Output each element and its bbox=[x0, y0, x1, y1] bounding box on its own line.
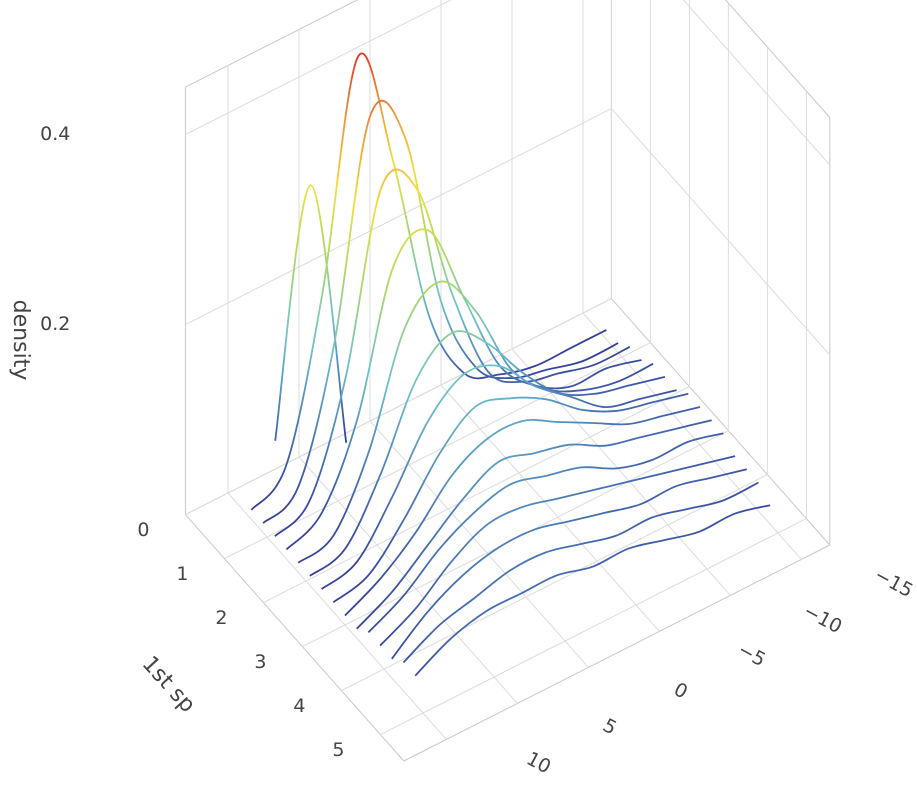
density-curve bbox=[250, 52, 607, 511]
grid-line bbox=[227, 492, 447, 740]
y-tick-label: 0 bbox=[137, 519, 149, 541]
grid-line bbox=[263, 386, 690, 604]
density-curve bbox=[274, 168, 631, 537]
grid-line bbox=[440, 384, 660, 632]
z-tick-label: 0.2 bbox=[40, 313, 70, 335]
grid-line bbox=[682, 0, 831, 166]
x-tick-label: −10 bbox=[800, 600, 846, 638]
grid-line bbox=[298, 456, 518, 704]
y-tick-label: 1 bbox=[176, 563, 188, 585]
density-curve bbox=[344, 406, 701, 617]
x-tick-label: −15 bbox=[871, 564, 917, 602]
grid-line bbox=[185, 0, 452, 136]
z-tick-label: 0.4 bbox=[40, 123, 70, 145]
density-curve bbox=[321, 364, 677, 590]
density-curve bbox=[332, 392, 689, 604]
y-tick-label: 2 bbox=[215, 607, 227, 629]
y-tick-label: 3 bbox=[254, 651, 266, 673]
floor-edge bbox=[185, 514, 405, 762]
density-curve bbox=[391, 468, 748, 660]
density-curve bbox=[367, 432, 724, 634]
x-tick-label: 5 bbox=[599, 714, 620, 739]
density-curve bbox=[356, 419, 712, 630]
x-tick-label: −5 bbox=[734, 639, 769, 672]
grid-line bbox=[611, 108, 831, 356]
grid-line bbox=[185, 108, 612, 326]
y-tick-label: 4 bbox=[293, 695, 305, 717]
grid-line bbox=[224, 342, 651, 560]
density-curve bbox=[274, 184, 348, 443]
density-curve bbox=[285, 228, 642, 551]
grid-line bbox=[369, 420, 589, 668]
floor-edge bbox=[403, 544, 831, 762]
grid-line bbox=[185, 298, 612, 516]
density-curve bbox=[402, 481, 759, 664]
y-tick-label: 5 bbox=[332, 739, 344, 761]
wall-edge bbox=[724, 0, 831, 118]
grid-line bbox=[341, 474, 768, 692]
z-axis-title: density bbox=[8, 300, 33, 381]
density-curve bbox=[414, 504, 771, 677]
x-tick-label: 0 bbox=[670, 678, 691, 703]
grid-line bbox=[380, 518, 807, 736]
y-axis-title: 1st sp bbox=[137, 652, 200, 718]
x-tick-label: 10 bbox=[523, 748, 555, 779]
density-curve bbox=[262, 100, 619, 524]
floor-edge bbox=[611, 298, 831, 546]
wall-edge bbox=[185, 0, 359, 88]
density-curve bbox=[379, 455, 736, 647]
density-curve bbox=[309, 330, 666, 577]
density-curve bbox=[297, 280, 654, 564]
grid-line bbox=[582, 312, 802, 560]
